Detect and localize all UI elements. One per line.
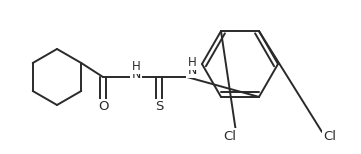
- Text: H: H: [132, 59, 140, 73]
- Text: O: O: [98, 101, 108, 113]
- Text: N: N: [131, 67, 141, 81]
- Text: H: H: [188, 55, 196, 69]
- Text: Cl: Cl: [323, 130, 336, 142]
- Text: N: N: [187, 63, 197, 77]
- Text: S: S: [155, 101, 163, 113]
- Text: Cl: Cl: [223, 130, 236, 142]
